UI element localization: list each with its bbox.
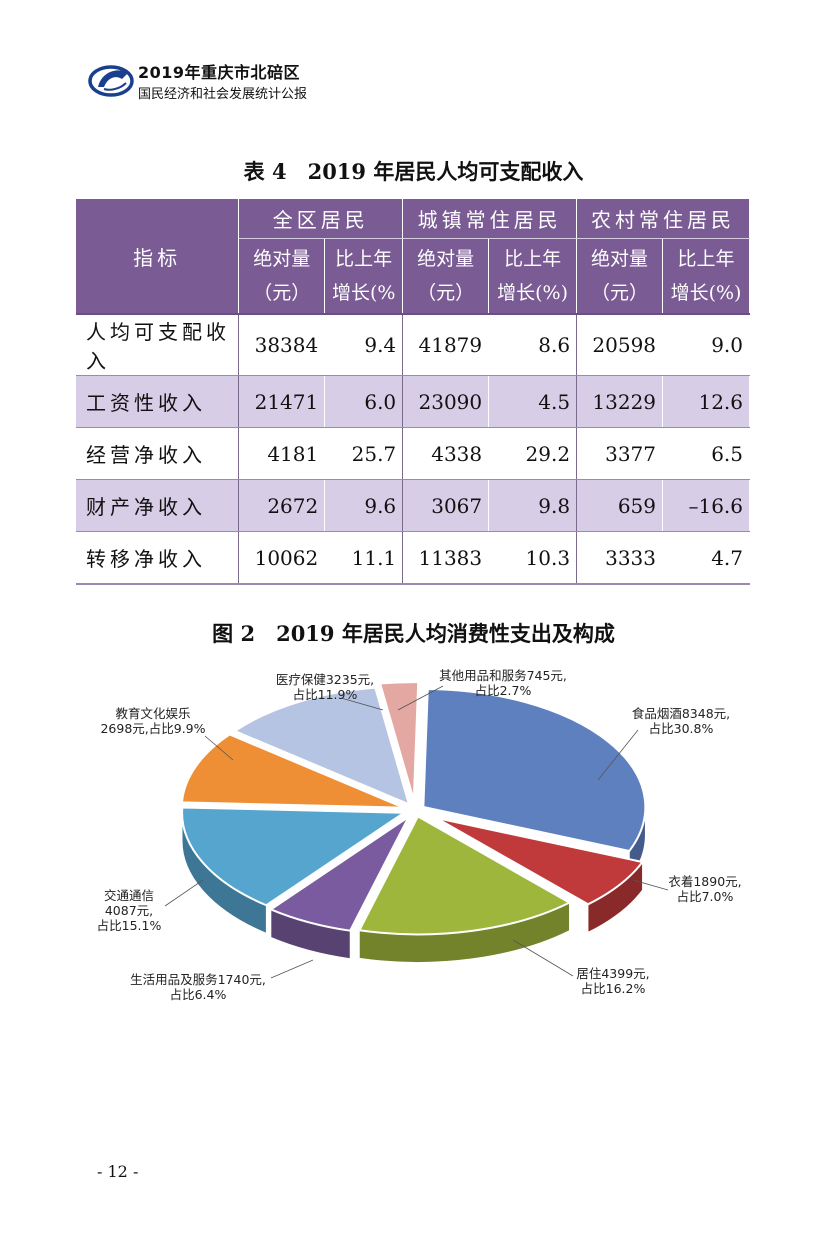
slice-label: 教育文化娱乐 (115, 706, 190, 721)
pie-slice-居住 (357, 815, 572, 936)
cell: 10.3 (488, 531, 578, 585)
cell: 10062 (238, 531, 326, 585)
slice-label: 食品烟酒8348元, (632, 706, 730, 721)
leader-line (270, 959, 314, 979)
cell: 4181 (238, 427, 326, 480)
header-title: 2019年重庆市北碚区 (138, 63, 301, 82)
sub-header-abs: 绝对量 （元） (238, 238, 326, 314)
sub-header-abs: 绝对量 （元） (402, 238, 490, 314)
pie-slice-生活用品及服务 (268, 816, 410, 932)
cell: 6.5 (662, 427, 750, 480)
page-number: - 12 - (97, 1162, 139, 1181)
leader-line (397, 685, 444, 711)
sub-header-abs: 绝对量 （元） (576, 238, 664, 314)
cell: 20598 (576, 313, 664, 376)
report-header: 2019年重庆市北碚区 国民经济和社会发展统计公报 (88, 55, 348, 105)
cell: 25.7 (324, 427, 404, 480)
leader-line (597, 729, 639, 781)
cell: 659 (576, 479, 664, 532)
cell: –16.6 (662, 479, 750, 532)
pie-slice-其他用品和服务 (378, 681, 420, 801)
row-label: 转移净收入 (76, 531, 240, 585)
bureau-logo-icon (88, 65, 134, 97)
cell: 9.8 (488, 479, 578, 532)
slice-label: 占比2.7% (475, 683, 532, 698)
cell: 23090 (402, 375, 490, 428)
sub-header-growth: 比上年 增长(% (324, 238, 404, 314)
leader-line (512, 939, 574, 977)
cell: 3377 (576, 427, 664, 480)
leader-line (340, 697, 384, 711)
cell: 3333 (576, 531, 664, 585)
cell: 41879 (402, 313, 490, 376)
slice-label: 占比30.8% (649, 721, 714, 736)
cell: 4338 (402, 427, 490, 480)
slice-label: 医疗保健3235元, (276, 672, 374, 687)
pie-chart-svg: 食品烟酒8348元,占比30.8%衣着1890元,占比7.0%居住4399元,占… (97, 668, 742, 1002)
slice-label: 占比15.1% (97, 918, 162, 933)
cell: 12.6 (662, 375, 750, 428)
leader-line (204, 735, 234, 761)
cell: 11383 (402, 531, 490, 585)
table-row: 经营净收入 4181 25.7 4338 29.2 3377 6.5 (76, 427, 750, 480)
pie-slice-食品烟酒 (422, 687, 647, 853)
group-header-all: 全区居民 (238, 199, 404, 239)
slice-label: 交通通信 (104, 888, 154, 903)
sub-header-growth: 比上年 增长(%) (488, 238, 578, 314)
pie-slice-医疗保健 (232, 686, 411, 807)
cell: 3067 (402, 479, 490, 532)
cell: 9.4 (324, 313, 404, 376)
cell: 13229 (576, 375, 664, 428)
cell: 38384 (238, 313, 326, 376)
indicator-header: 指标 (76, 199, 240, 315)
leader-line (164, 879, 204, 907)
slice-label: 居住4399元, (576, 966, 649, 981)
cell: 9.6 (324, 479, 404, 532)
row-label: 工资性收入 (76, 375, 240, 428)
table-row: 转移净收入 10062 11.1 11383 10.3 3333 4.7 (76, 531, 750, 585)
slice-label: 衣着1890元, (668, 874, 741, 889)
slice-label: 2698元,占比9.9% (100, 721, 205, 736)
cell: 2672 (238, 479, 326, 532)
consumption-pie-chart: 食品烟酒8348元, 占比30.8% 衣着1890元, 占比7.0% 居住4399元, 占… (93, 660, 761, 1020)
figure-title: 图 2 2019 年居民人均消费性支出及构成 (212, 621, 615, 646)
slice-label: 占比16.2% (581, 981, 646, 996)
pie-slice-交通通信 (181, 806, 408, 907)
cell: 6.0 (324, 375, 404, 428)
slice-label: 占比7.0% (677, 889, 734, 904)
cell: 8.6 (488, 313, 578, 376)
slice-label: 其他用品和服务745元, (439, 668, 567, 683)
table-row: 人均可支配收入 38384 9.4 41879 8.6 20598 9.0 (76, 313, 750, 376)
pie-slice-教育文化娱乐 (180, 733, 405, 809)
row-label: 经营净收入 (76, 427, 240, 480)
income-table: 指标 全区居民 城镇常住居民 农村常住居民 绝对量 （元） 比上年 增长(% 绝对量… (76, 199, 750, 585)
header-subtitle: 国民经济和社会发展统计公报 (138, 87, 308, 102)
slice-label: 生活用品及服务1740元, (130, 972, 266, 987)
slice-label: 占比6.4% (170, 987, 227, 1002)
group-header-rural: 农村常住居民 (576, 199, 750, 239)
leader-line (632, 879, 669, 891)
slice-label: 占比11.9% (293, 687, 358, 702)
group-header-urban: 城镇常住居民 (402, 199, 578, 239)
table-row: 工资性收入 21471 6.0 23090 4.5 13229 12.6 (76, 375, 750, 428)
row-label: 人均可支配收入 (76, 313, 240, 376)
cell: 11.1 (324, 531, 404, 585)
sub-header-growth: 比上年 增长(%) (662, 238, 750, 314)
pie-slice-衣着 (435, 817, 645, 906)
cell: 4.5 (488, 375, 578, 428)
cell: 4.7 (662, 531, 750, 585)
row-label: 财产净收入 (76, 479, 240, 532)
table-row: 财产净收入 2672 9.6 3067 9.8 659 –16.6 (76, 479, 750, 532)
cell: 9.0 (662, 313, 750, 376)
table-title: 表 4 2019 年居民人均可支配收入 (243, 159, 584, 184)
slice-label: 4087元, (105, 903, 153, 918)
cell: 29.2 (488, 427, 578, 480)
cell: 21471 (238, 375, 326, 428)
